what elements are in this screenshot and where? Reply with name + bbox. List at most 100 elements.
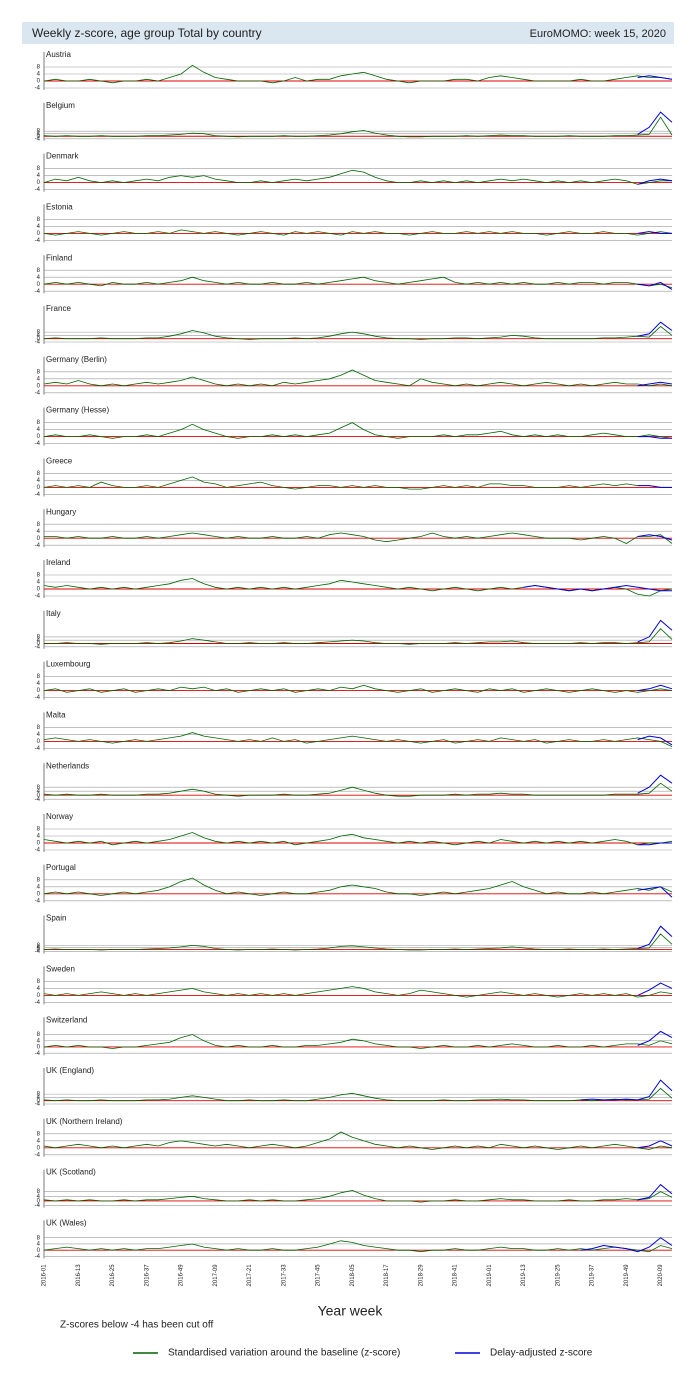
x-tick-label: 2018-41	[453, 1264, 459, 1287]
panel-title: Italy	[46, 609, 61, 618]
y-tick-label: 0	[37, 231, 41, 237]
header-bar	[22, 22, 674, 44]
y-tick-label: -4	[35, 340, 41, 346]
line-delay-adjusted	[637, 111, 673, 135]
panel-title: UK (England)	[46, 1066, 94, 1075]
y-tick-label: 8	[37, 943, 41, 949]
y-tick-label: -4	[35, 848, 41, 854]
y-tick-label: 0	[37, 947, 41, 953]
line-baseline-variation	[43, 169, 672, 185]
y-tick-label: 4	[37, 945, 41, 951]
y-tick-label: -4	[35, 797, 41, 803]
note: Z-scores below -4 has been cut off	[60, 1320, 213, 1331]
line-delay-adjusted	[637, 774, 673, 794]
panel-title: Greece	[46, 457, 73, 466]
x-axis-label: Year week	[318, 1303, 384, 1319]
line-delay-adjusted	[637, 886, 673, 898]
line-baseline-variation	[43, 578, 673, 597]
line-baseline-variation	[43, 1189, 673, 1203]
y-tick-label: 4	[37, 1095, 41, 1101]
y-tick-label: -4	[35, 594, 41, 600]
y-tick-label: 0	[37, 688, 41, 694]
panel-title: Norway	[46, 812, 73, 821]
y-tick-label: -4	[35, 390, 41, 396]
panel-title: UK (Northern Ireland)	[46, 1117, 123, 1126]
y-tick-label: -4	[35, 1203, 41, 1209]
y-tick-label: 0	[37, 587, 41, 593]
x-tick-label: 2016-13	[76, 1264, 82, 1287]
x-tick-label: 2016-25	[110, 1264, 116, 1287]
y-tick-label: 4	[37, 732, 41, 738]
line-baseline-variation	[44, 532, 673, 544]
line-delay-adjusted	[637, 381, 673, 387]
y-tick-label: 8	[37, 129, 41, 135]
y-tick-label: 0	[37, 1248, 41, 1254]
y-tick-label: 8	[37, 420, 41, 426]
y-tick-label: 0	[37, 793, 41, 799]
y-tick-label: 8	[37, 877, 41, 883]
y-tick-label: 8	[37, 471, 41, 477]
y-tick-label: 4	[37, 834, 41, 840]
y-tick-label: 4	[37, 131, 41, 137]
x-tick-label: 2019-13	[521, 1264, 527, 1287]
y-tick-label: 0	[37, 180, 41, 186]
x-tick-label: 2017-33	[281, 1264, 287, 1287]
y-tick-label: 0	[37, 336, 41, 342]
line-delay-adjusted	[637, 684, 673, 692]
y-tick-label: -4	[35, 898, 41, 904]
y-tick-label: 0	[37, 641, 41, 647]
y-tick-label: 4	[37, 638, 41, 644]
line-delay-adjusted	[637, 436, 672, 439]
y-tick-label: 4	[37, 681, 41, 687]
y-tick-label: -4	[35, 86, 41, 92]
line-baseline-variation	[43, 877, 673, 896]
line-delay-adjusted	[637, 982, 673, 996]
line-baseline-variation	[43, 476, 672, 490]
y-tick-label: -4	[35, 746, 41, 752]
y-tick-label: 4	[37, 72, 41, 78]
y-tick-label: 4	[37, 1038, 41, 1044]
y-tick-label: 8	[37, 369, 41, 375]
line-delay-adjusted	[637, 619, 673, 643]
panel-title: Belgium	[46, 101, 75, 110]
x-tick-label: 2019-49	[624, 1264, 630, 1287]
y-tick-label: 0	[37, 1199, 41, 1205]
line-delay-adjusted	[637, 1140, 673, 1149]
line-baseline-variation	[43, 325, 673, 340]
line-baseline-variation	[43, 933, 673, 951]
y-tick-label: -4	[35, 1254, 41, 1260]
y-tick-label: 0	[37, 1045, 41, 1051]
x-tick-label: 2016-37	[144, 1264, 150, 1287]
line-baseline-variation	[43, 732, 673, 747]
y-tick-label: 4	[37, 1138, 41, 1144]
y-tick-label: 0	[37, 1145, 41, 1151]
line-delay-adjusted	[637, 1030, 673, 1046]
line-delay-adjusted	[637, 321, 673, 337]
panel-title: Germany (Hesse)	[46, 406, 109, 415]
y-tick-label: 0	[37, 434, 41, 440]
y-tick-label: 4	[37, 427, 41, 433]
y-tick-label: -4	[35, 492, 41, 498]
line-delay-adjusted	[637, 1183, 673, 1201]
line-baseline-variation	[43, 684, 673, 693]
y-tick-label: 4	[37, 173, 41, 179]
line-baseline-variation	[43, 276, 673, 289]
line-baseline-variation	[43, 422, 673, 439]
y-tick-label: 8	[37, 979, 41, 985]
y-tick-label: 0	[37, 993, 41, 999]
line-delay-adjusted	[637, 231, 672, 234]
line-baseline-variation	[43, 116, 673, 138]
x-tick-label: 2017-45	[316, 1264, 322, 1287]
panel-title: Estonia	[46, 203, 73, 212]
y-tick-label: 8	[37, 573, 41, 579]
y-tick-label: 4	[37, 376, 41, 382]
panel-title: Portugal	[46, 863, 76, 872]
y-tick-label: 8	[37, 785, 41, 791]
y-tick-label: 0	[37, 1098, 41, 1104]
y-tick-label: 0	[37, 383, 41, 389]
y-tick-label: -4	[35, 238, 41, 244]
legend-label: Delay-adjusted z-score	[490, 1348, 593, 1359]
line-baseline-variation	[43, 229, 673, 236]
